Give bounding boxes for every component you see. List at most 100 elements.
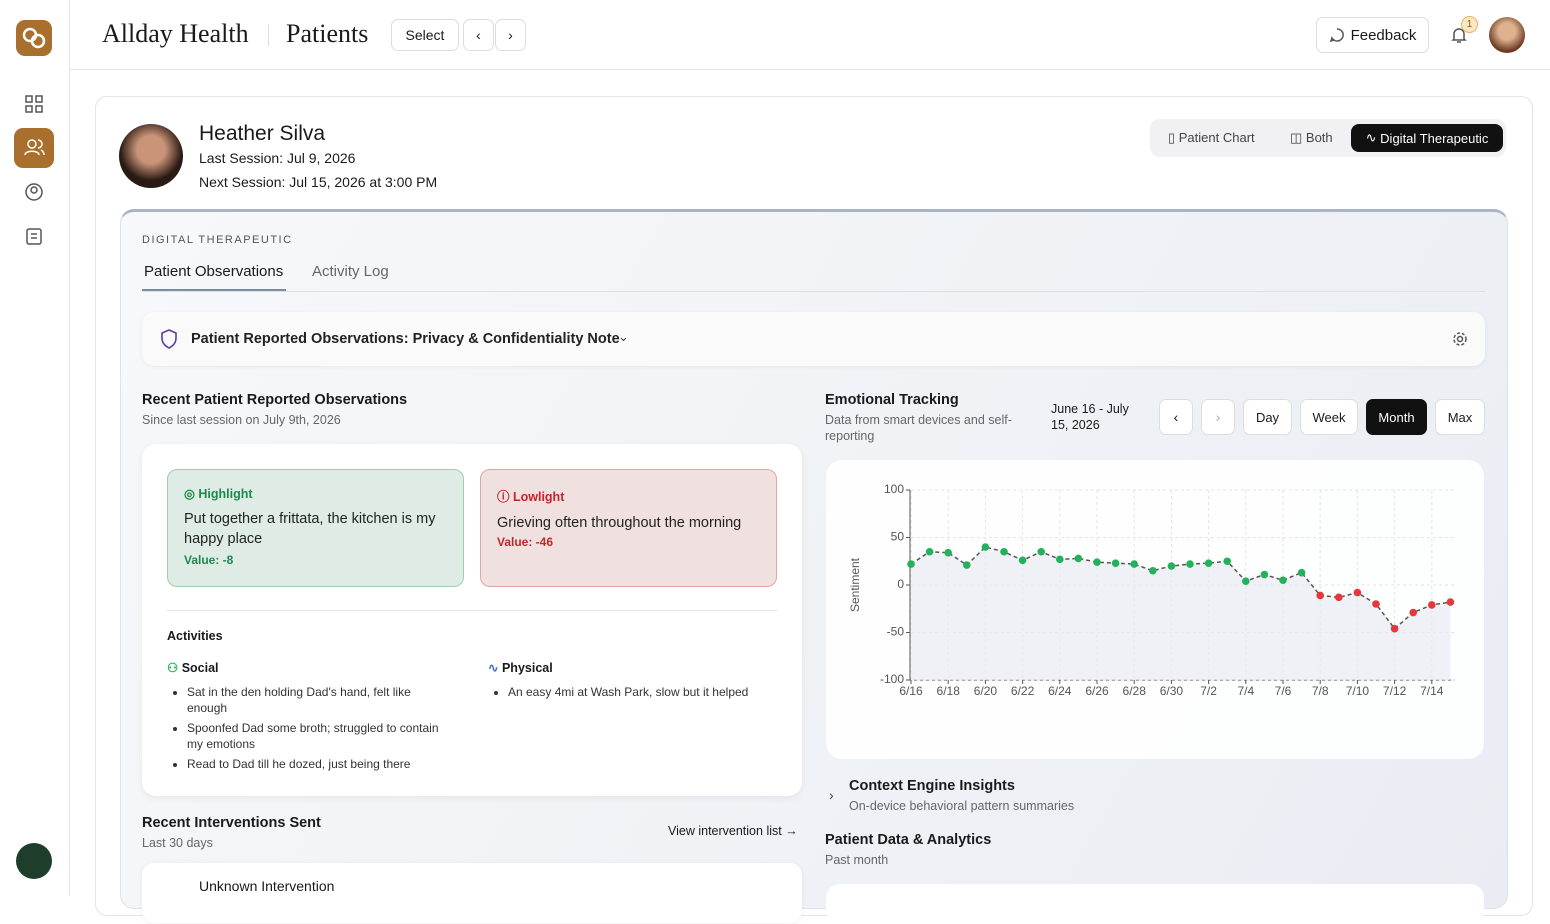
next-session: Next Session: Jul 15, 2026 at 3:00 PM <box>199 174 438 190</box>
x-tick-label: 7/12 <box>1383 684 1407 698</box>
point <box>1093 558 1101 566</box>
header <box>70 0 1550 70</box>
logo[interactable] <box>16 20 52 56</box>
range-button[interactable]: Max <box>1435 399 1485 435</box>
point <box>981 543 990 551</box>
section-title: Context Engine Insights <box>849 778 1015 794</box>
x-tick-label: 6/28 <box>1123 684 1147 698</box>
point <box>925 547 934 556</box>
x-tick-label: 6/24 <box>1048 684 1072 698</box>
x-tick-label: 6/20 <box>974 684 998 698</box>
point <box>1000 547 1008 556</box>
social-list: Sat in the den holding Dad's hand, felt … <box>167 684 447 776</box>
section-title: Recent Interventions Sent <box>142 815 321 831</box>
point <box>1428 601 1436 609</box>
label: Highlight <box>198 487 253 501</box>
rule <box>167 610 777 611</box>
range-button[interactable]: Month <box>1366 399 1427 435</box>
point <box>1409 608 1417 617</box>
date-range: June 16 - July 15, 2026 <box>1051 402 1129 432</box>
next-button[interactable]: › <box>1201 399 1235 435</box>
toggle-both[interactable]: ◫ Both <box>1290 130 1333 145</box>
next-button[interactable]: › <box>495 19 526 51</box>
physical-label: ∿ Physical <box>488 661 553 675</box>
bell-icon[interactable] <box>1450 26 1468 44</box>
shield-icon <box>161 329 177 349</box>
point <box>1372 600 1380 608</box>
sidebar <box>0 0 70 896</box>
social-label: ⚇ Social <box>167 661 219 675</box>
page: {"app":{"brand":"Allday Health","section… <box>0 0 1550 896</box>
activity-item: Spoonfed Dad some broth; struggled to co… <box>187 720 447 752</box>
point <box>1204 559 1213 567</box>
tab-rule <box>142 291 1485 292</box>
toggle-patient-chart[interactable]: ▯ Patient Chart <box>1168 130 1255 145</box>
patient-avatar <box>119 124 183 188</box>
point <box>1446 598 1455 606</box>
point <box>1167 562 1176 570</box>
range-button[interactable]: Week <box>1300 399 1358 435</box>
range-button[interactable]: Day <box>1243 399 1292 435</box>
label: Social <box>181 661 219 675</box>
prev-button[interactable]: ‹ <box>1159 399 1193 435</box>
profile-icon[interactable] <box>25 183 43 201</box>
point <box>1111 559 1120 567</box>
point <box>1297 568 1306 577</box>
intervention-link[interactable]: View intervention list → <box>668 824 798 838</box>
section-subtitle: Last 30 days <box>142 836 213 850</box>
chevron: ⌄ <box>618 329 629 344</box>
expand-chevron[interactable]: › <box>829 787 834 803</box>
user-avatar[interactable] <box>1489 17 1525 53</box>
point <box>1056 555 1064 564</box>
point <box>1186 560 1194 568</box>
patients-nav[interactable] <box>14 128 54 168</box>
section-title: Emotional Tracking <box>825 392 959 408</box>
panel-label: DIGITAL THERAPEUTIC <box>142 234 293 246</box>
tab[interactable]: Activity Log <box>312 263 389 280</box>
privacy-note: Patient Reported Observations: Privacy &… <box>191 331 620 347</box>
org-avatar[interactable] <box>16 843 52 879</box>
toggle-label: Both <box>1305 130 1333 145</box>
point <box>944 548 952 557</box>
point <box>1130 560 1138 568</box>
prev-button[interactable]: ‹ <box>463 19 494 51</box>
label: Lowlight <box>512 490 565 504</box>
activity-item: Sat in the den holding Dad's hand, felt … <box>187 684 447 716</box>
feedback-button[interactable]: Feedback <box>1316 17 1429 53</box>
settings-icon[interactable] <box>1452 331 1468 347</box>
y-tick-label: 0 <box>897 577 904 591</box>
lowlight-text: Grieving often throughout the morning <box>497 515 742 531</box>
area <box>911 547 1451 680</box>
x-tick-label: 6/26 <box>1085 684 1109 698</box>
section-subtitle: Since last session on July 9th, 2026 <box>142 413 341 427</box>
y-axis-label: Sentiment <box>848 557 862 612</box>
x-tick-label: 6/16 <box>899 684 923 698</box>
section-subtitle: Data from smart devices and self-reporti… <box>825 413 1012 443</box>
privacy-bar[interactable] <box>142 312 1485 366</box>
y-tick-label: 50 <box>891 530 905 544</box>
point <box>1149 566 1157 575</box>
highlight-text: Put together a frittata, the kitchen is … <box>184 511 436 547</box>
clipboard-icon[interactable] <box>26 227 42 245</box>
toggle-digital[interactable]: ∿ Digital Therapeutic <box>1351 124 1503 152</box>
point <box>1242 577 1250 585</box>
point <box>1018 556 1027 565</box>
point <box>1316 591 1324 600</box>
activity-item: Read to Dad till he dozed, just being th… <box>187 756 447 772</box>
dashboard-icon[interactable] <box>25 95 43 113</box>
x-tick-label: 6/22 <box>1011 684 1035 698</box>
intervention-name: Unknown Intervention <box>199 878 335 894</box>
x-tick-label: 7/14 <box>1420 684 1444 698</box>
tab-active[interactable]: Patient Observations <box>144 263 284 280</box>
select-button[interactable]: Select <box>391 19 459 51</box>
tab-underline <box>142 289 286 291</box>
x-tick-label: 7/4 <box>1237 684 1254 698</box>
brand: Allday Health <box>102 19 249 48</box>
toggle-label: Patient Chart <box>1178 130 1255 145</box>
point <box>907 560 915 568</box>
y-tick-label: 100 <box>884 482 904 496</box>
point <box>1037 547 1045 556</box>
highlight-label: ◎ Highlight <box>184 487 253 501</box>
point <box>1390 624 1399 633</box>
